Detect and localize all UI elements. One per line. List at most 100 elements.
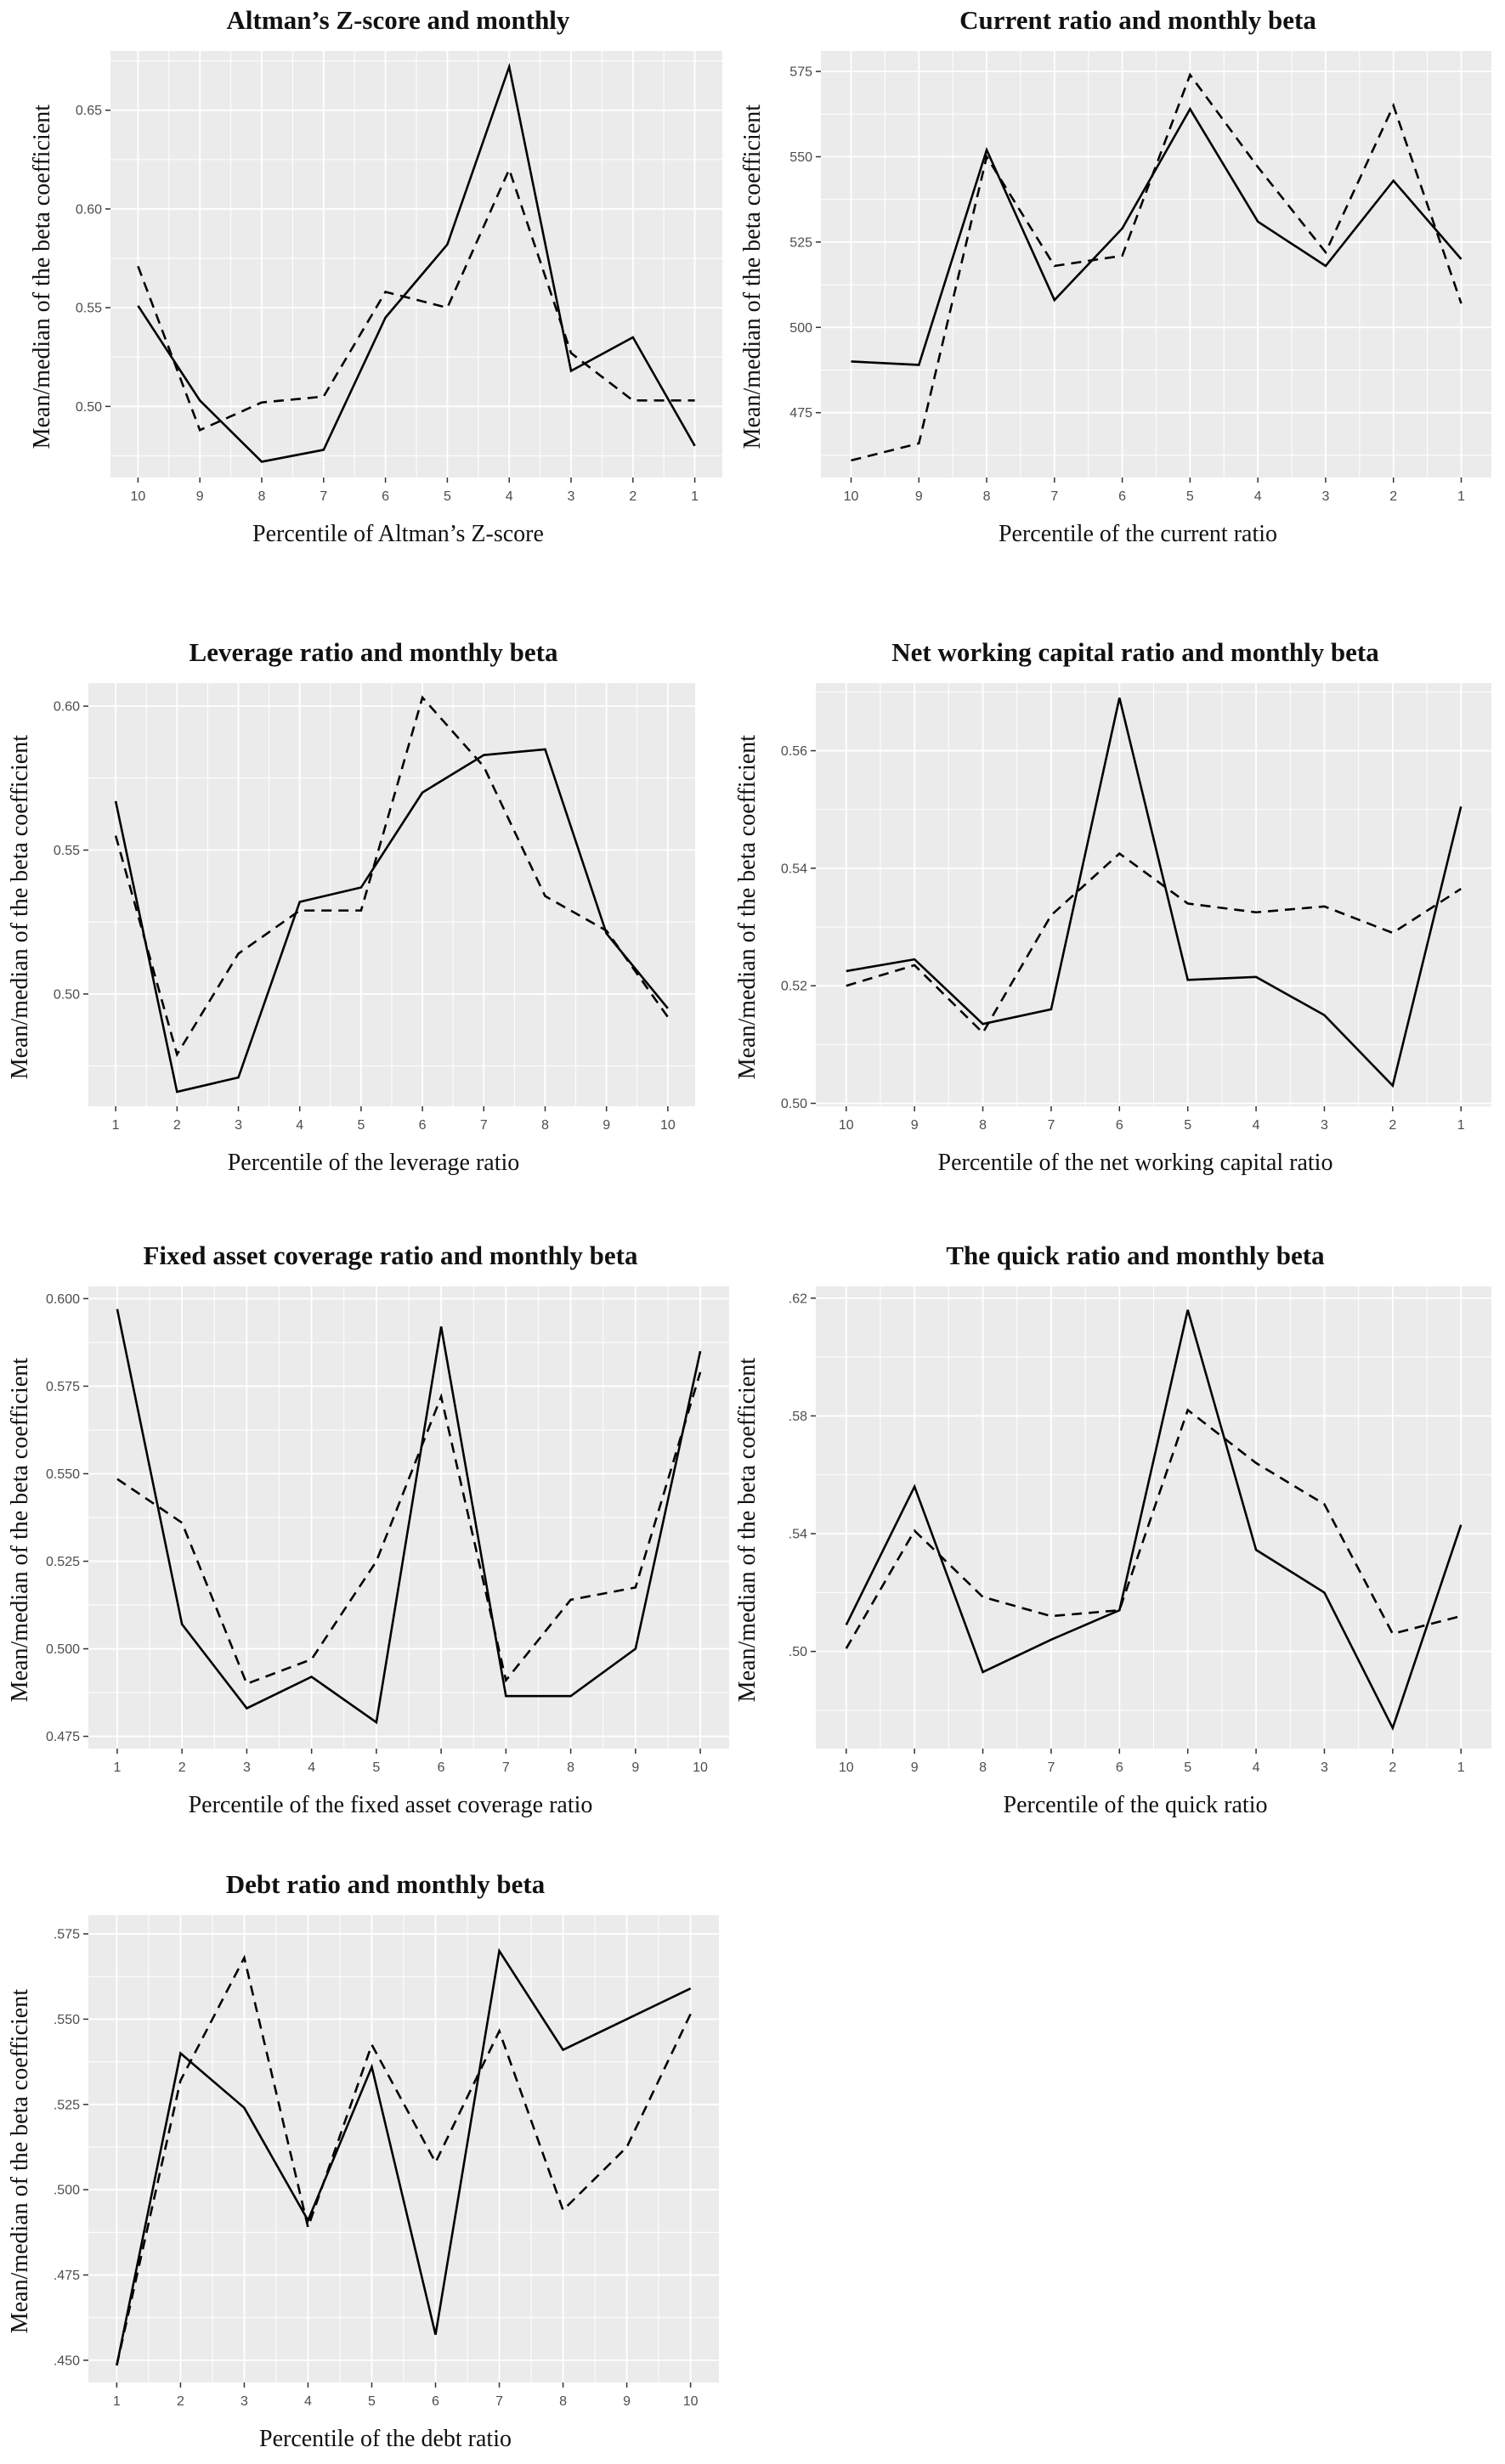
svg-text:10: 10 [839, 1760, 854, 1775]
svg-text:4: 4 [1253, 1118, 1260, 1133]
svg-text:8: 8 [258, 489, 266, 504]
svg-text:.475: .475 [54, 2269, 80, 2283]
svg-text:.500: .500 [54, 2184, 80, 2198]
svg-text:10: 10 [844, 489, 859, 504]
x-axis-label: Percentile of Altman’s Z-score [252, 521, 544, 547]
svg-text:0.500: 0.500 [46, 1642, 80, 1657]
svg-text:5: 5 [1184, 1118, 1191, 1133]
x-axis-label: Percentile of the quick ratio [1003, 1792, 1268, 1818]
svg-text:4: 4 [506, 489, 513, 504]
svg-text:.54: .54 [789, 1528, 807, 1542]
chart-fixed-asset-coverage: Fixed asset coverage ratio and monthly b… [2, 1237, 741, 1828]
svg-text:7: 7 [1047, 1118, 1055, 1133]
svg-text:9: 9 [911, 1118, 919, 1133]
y-axis-label: Mean/median of the beta coefficient [739, 105, 766, 449]
svg-text:3: 3 [1321, 489, 1329, 504]
svg-text:10: 10 [660, 1118, 676, 1133]
svg-text:1: 1 [1457, 489, 1465, 504]
x-axis-label: Percentile of the net working capital ra… [937, 1150, 1333, 1176]
svg-text:9: 9 [631, 1760, 639, 1775]
svg-text:0.475: 0.475 [46, 1730, 80, 1744]
svg-text:5: 5 [357, 1118, 365, 1133]
svg-text:3: 3 [1321, 1760, 1328, 1775]
y-axis-label: Mean/median of the beta coefficient [7, 735, 33, 1080]
svg-text:10: 10 [839, 1118, 854, 1133]
svg-text:8: 8 [559, 2394, 567, 2409]
svg-text:.62: .62 [789, 1291, 807, 1306]
svg-text:1: 1 [112, 1118, 120, 1133]
svg-text:8: 8 [567, 1760, 574, 1775]
chart-svg: 0.600 0.575 0.550 0.525 0.500 0.475 1 2 3 4 5 6 7 8 9 1… [46, 1286, 729, 1775]
svg-text:8: 8 [979, 1118, 987, 1133]
plot-area: 0.60 0.55 0.50 1 2 3 4 5 6 7 8 9 10 [39, 675, 707, 1140]
svg-text:500: 500 [789, 321, 812, 336]
svg-text:550: 550 [789, 150, 812, 165]
svg-text:10: 10 [683, 2394, 699, 2409]
plot-area: 0.65 0.60 0.55 0.50 10 9 8 7 6 5 4 3 2 1 [61, 42, 734, 511]
svg-text:8: 8 [541, 1118, 549, 1133]
svg-text:2: 2 [1389, 489, 1397, 504]
chart-current-ratio: Current ratio and monthly beta Mean/medi… [734, 2, 1503, 557]
x-axis-label: Percentile of the leverage ratio [227, 1150, 520, 1176]
svg-text:3: 3 [243, 1760, 251, 1775]
plot-area: 575 550 525 500 475 10 9 8 7 6 5 4 3 2 1 [772, 42, 1503, 511]
svg-text:5: 5 [1184, 1760, 1191, 1775]
svg-text:9: 9 [915, 489, 923, 504]
svg-text:6: 6 [432, 2394, 439, 2409]
chart-svg: .62 .58 .54 .50 10 9 8 7 6 5 4 3 2 1 [789, 1286, 1491, 1775]
svg-text:1: 1 [113, 2394, 121, 2409]
svg-text:0.550: 0.550 [46, 1467, 80, 1482]
svg-text:8: 8 [983, 489, 991, 504]
svg-text:2: 2 [178, 1760, 186, 1775]
chart-svg: 0.56 0.54 0.52 0.50 10 9 8 7 6 5 4 3 2 1 [781, 683, 1491, 1133]
svg-text:0.60: 0.60 [76, 202, 102, 217]
chart-title: Fixed asset coverage ratio and monthly b… [143, 1240, 638, 1270]
svg-text:0.65: 0.65 [76, 104, 102, 118]
svg-text:1: 1 [113, 1760, 121, 1775]
x-axis-label: Percentile of the debt ratio [259, 2426, 512, 2452]
svg-text:10: 10 [131, 489, 146, 504]
y-axis-label: Mean/median of the beta coefficient [7, 1358, 33, 1703]
svg-text:0.50: 0.50 [54, 987, 80, 1002]
chart-title: Current ratio and monthly beta [959, 5, 1316, 35]
svg-text:4: 4 [296, 1118, 303, 1133]
svg-text:.50: .50 [789, 1645, 807, 1659]
svg-text:7: 7 [1047, 1760, 1055, 1775]
svg-text:4: 4 [1254, 489, 1262, 504]
svg-text:6: 6 [1116, 1118, 1123, 1133]
chart-svg: .575 .550 .525 .500 .475 .450 1 2 3 4 5 6 7 8 9 10 [54, 1915, 719, 2409]
svg-text:6: 6 [438, 1760, 445, 1775]
x-axis-label: Percentile of the current ratio [998, 521, 1278, 547]
svg-text:2: 2 [1389, 1760, 1396, 1775]
svg-text:7: 7 [495, 2394, 503, 2409]
x-axis-label: Percentile of the fixed asset coverage r… [188, 1792, 593, 1818]
svg-text:1: 1 [1457, 1760, 1465, 1775]
svg-text:0.50: 0.50 [781, 1097, 807, 1111]
svg-text:9: 9 [196, 489, 204, 504]
plot-area: .575 .550 .525 .500 .475 .450 1 2 3 4 5 6 7 8 9 10 [39, 1907, 731, 2416]
svg-text:0.56: 0.56 [781, 744, 807, 759]
svg-text:2: 2 [629, 489, 637, 504]
svg-text:0.55: 0.55 [54, 844, 80, 858]
y-axis-label: Mean/median of the beta coefficient [29, 105, 55, 449]
svg-text:3: 3 [1321, 1118, 1328, 1133]
svg-text:10: 10 [693, 1760, 708, 1775]
svg-text:5: 5 [1186, 489, 1194, 504]
svg-text:0.600: 0.600 [46, 1292, 80, 1307]
svg-text:6: 6 [419, 1118, 427, 1133]
svg-text:.525: .525 [54, 2098, 80, 2112]
plot-area: 0.56 0.54 0.52 0.50 10 9 8 7 6 5 4 3 2 1 [767, 675, 1503, 1140]
svg-text:.575: .575 [54, 1928, 80, 1942]
svg-text:0.60: 0.60 [54, 700, 80, 715]
chart-title: The quick ratio and monthly beta [946, 1240, 1325, 1270]
svg-text:.58: .58 [789, 1410, 807, 1424]
svg-text:9: 9 [623, 2394, 631, 2409]
svg-text:6: 6 [1116, 1760, 1123, 1775]
svg-text:525: 525 [789, 235, 812, 250]
chart-leverage-ratio: Leverage ratio and monthly beta Mean/med… [2, 634, 707, 1186]
svg-text:6: 6 [1118, 489, 1126, 504]
svg-text:8: 8 [979, 1760, 987, 1775]
svg-text:6: 6 [382, 489, 389, 504]
svg-text:0.52: 0.52 [781, 980, 807, 994]
svg-text:1: 1 [1457, 1118, 1465, 1133]
